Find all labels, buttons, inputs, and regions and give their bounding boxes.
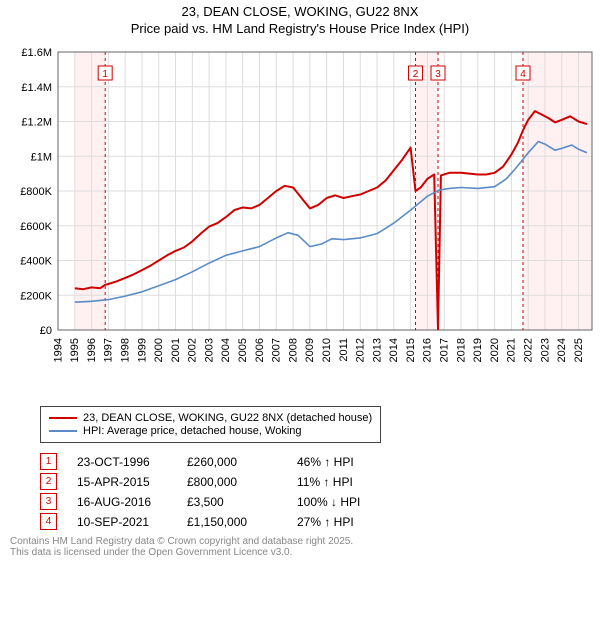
svg-text:£200K: £200K <box>20 290 52 302</box>
title-main: 23, DEAN CLOSE, WOKING, GU22 8NX <box>6 4 594 19</box>
svg-text:2008: 2008 <box>287 338 299 362</box>
svg-text:2003: 2003 <box>203 338 215 362</box>
svg-text:2000: 2000 <box>153 338 165 362</box>
title-sub: Price paid vs. HM Land Registry's House … <box>6 21 594 36</box>
svg-text:2007: 2007 <box>271 338 283 362</box>
svg-text:£800K: £800K <box>20 186 52 198</box>
transaction-delta: 100% ↓ HPI <box>297 495 407 509</box>
svg-text:2014: 2014 <box>388 338 400 362</box>
svg-text:2004: 2004 <box>220 338 232 362</box>
svg-text:£0: £0 <box>40 325 52 337</box>
svg-text:1994: 1994 <box>52 338 64 362</box>
transaction-row: 2 15-APR-2015£800,00011% ↑ HPI <box>40 473 580 490</box>
chart-area: £0 £200K £400K £600K £800K £1M £1.2M £1.4M £1.6M… <box>0 42 600 402</box>
svg-text:1998: 1998 <box>119 338 131 362</box>
transaction-price: £1,150,000 <box>187 515 297 529</box>
svg-text:£1.4M: £1.4M <box>21 82 52 94</box>
svg-text:2013: 2013 <box>371 338 383 362</box>
transaction-price: £800,000 <box>187 475 297 489</box>
transaction-price: £3,500 <box>187 495 297 509</box>
svg-text:£1M: £1M <box>31 151 52 163</box>
footer-line1: Contains HM Land Registry data © Crown c… <box>10 536 590 547</box>
transaction-delta: 46% ↑ HPI <box>297 455 407 469</box>
svg-text:£400K: £400K <box>20 256 52 268</box>
transaction-marker: 4 <box>40 513 57 530</box>
transaction-marker: 1 <box>40 453 57 470</box>
transactions-table: 1 23-OCT-1996£260,00046% ↑ HPI 2 15-APR-201… <box>40 453 580 530</box>
svg-text:2015: 2015 <box>405 338 417 362</box>
transaction-date: 23-OCT-1996 <box>77 455 187 469</box>
legend-label: HPI: Average price, detached house, Woki… <box>83 425 302 437</box>
svg-text:1: 1 <box>102 69 108 80</box>
svg-text:4: 4 <box>520 69 526 80</box>
svg-text:2010: 2010 <box>321 338 333 362</box>
svg-text:2006: 2006 <box>254 338 266 362</box>
svg-text:2022: 2022 <box>522 338 534 362</box>
transaction-marker: 2 <box>40 473 57 490</box>
svg-text:2024: 2024 <box>556 338 568 362</box>
svg-text:1999: 1999 <box>136 338 148 362</box>
legend-label: 23, DEAN CLOSE, WOKING, GU22 8NX (detach… <box>83 412 372 424</box>
transaction-marker: 3 <box>40 493 57 510</box>
svg-text:2019: 2019 <box>472 338 484 362</box>
svg-text:2009: 2009 <box>304 338 316 362</box>
svg-text:2021: 2021 <box>506 338 518 362</box>
transaction-date: 16-AUG-2016 <box>77 495 187 509</box>
svg-text:2001: 2001 <box>170 338 182 362</box>
legend: 23, DEAN CLOSE, WOKING, GU22 8NX (detach… <box>40 406 381 443</box>
svg-text:£1.2M: £1.2M <box>21 117 52 129</box>
transaction-price: £260,000 <box>187 455 297 469</box>
svg-text:2020: 2020 <box>489 338 501 362</box>
chart-container: 23, DEAN CLOSE, WOKING, GU22 8NX Price p… <box>0 0 600 558</box>
svg-text:£1.6M: £1.6M <box>21 47 52 59</box>
svg-text:2023: 2023 <box>539 338 551 362</box>
transaction-delta: 11% ↑ HPI <box>297 475 407 489</box>
legend-swatch <box>49 417 77 419</box>
svg-text:3: 3 <box>435 69 441 80</box>
svg-text:1995: 1995 <box>69 338 81 362</box>
svg-text:2017: 2017 <box>439 338 451 362</box>
legend-swatch <box>49 430 77 432</box>
svg-text:£600K: £600K <box>20 221 52 233</box>
svg-text:2005: 2005 <box>237 338 249 362</box>
svg-text:2012: 2012 <box>355 338 367 362</box>
transaction-delta: 27% ↑ HPI <box>297 515 407 529</box>
footer-line2: This data is licensed under the Open Gov… <box>10 547 590 558</box>
transaction-row: 4 10-SEP-2021£1,150,00027% ↑ HPI <box>40 513 580 530</box>
svg-text:2011: 2011 <box>338 338 350 362</box>
title-block: 23, DEAN CLOSE, WOKING, GU22 8NX Price p… <box>0 0 600 42</box>
legend-item: HPI: Average price, detached house, Woki… <box>49 425 372 437</box>
svg-text:2: 2 <box>413 69 419 80</box>
svg-text:1996: 1996 <box>86 338 98 362</box>
svg-text:2002: 2002 <box>187 338 199 362</box>
transaction-date: 15-APR-2015 <box>77 475 187 489</box>
legend-item: 23, DEAN CLOSE, WOKING, GU22 8NX (detach… <box>49 412 372 424</box>
svg-text:2016: 2016 <box>422 338 434 362</box>
chart-svg: £0 £200K £400K £600K £800K £1M £1.2M £1.4M £1.6M… <box>0 42 600 402</box>
svg-text:2025: 2025 <box>573 338 585 362</box>
transaction-row: 1 23-OCT-1996£260,00046% ↑ HPI <box>40 453 580 470</box>
footer: Contains HM Land Registry data © Crown c… <box>10 536 590 558</box>
svg-text:2018: 2018 <box>455 338 467 362</box>
svg-text:1997: 1997 <box>103 338 115 362</box>
transaction-row: 3 16-AUG-2016£3,500100% ↓ HPI <box>40 493 580 510</box>
transaction-date: 10-SEP-2021 <box>77 515 187 529</box>
